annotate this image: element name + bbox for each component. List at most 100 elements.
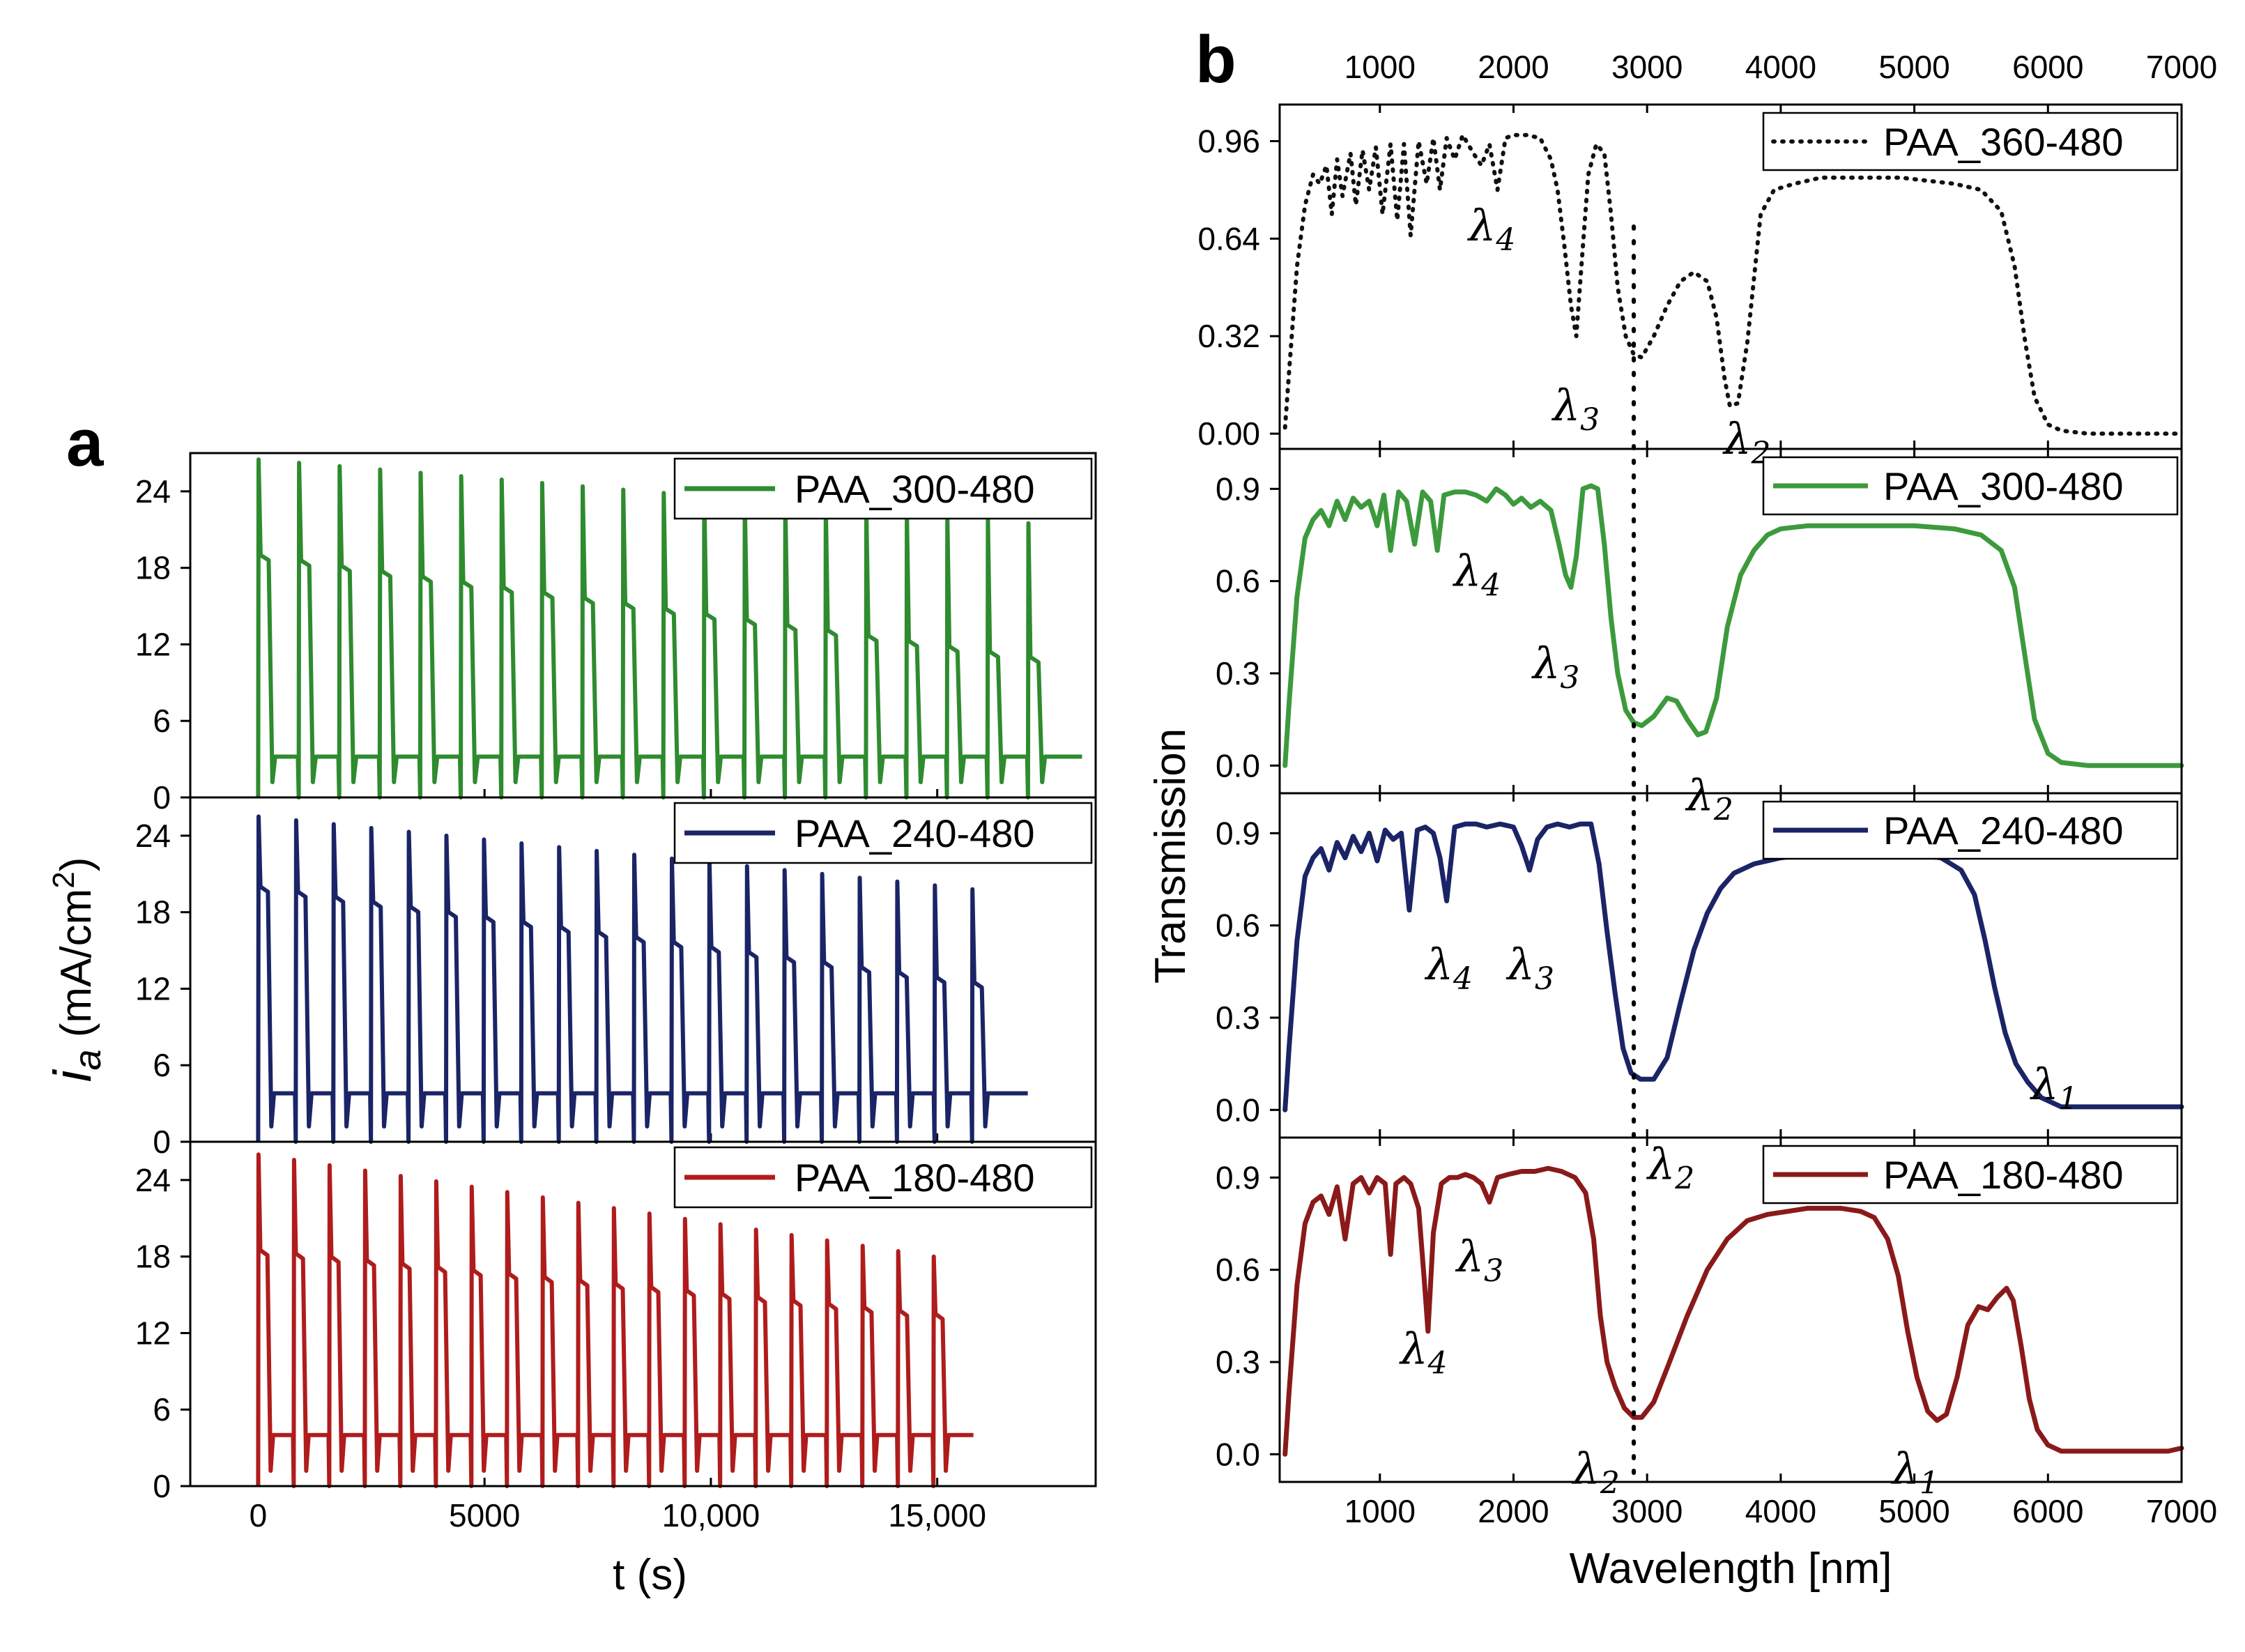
y-tick-label: 0.3 [1216,1344,1260,1380]
y-tick-label: 0 [153,1124,171,1160]
lambda-symbol: λ [1424,939,1453,990]
lambda-symbol: λ [1398,1323,1427,1374]
x-tick-label: 0 [250,1497,268,1534]
lambda-symbol: λ [1685,770,1714,820]
y-axis-title: ia (mA/cm2) [43,857,109,1083]
legend-label: PAA_300-480 [795,467,1035,511]
subplot-a-1: 0 6 12 18 24 PAA_300-480 [135,452,1097,816]
x-axis-title: t (s) [613,1551,687,1599]
y-tick-label: 6 [153,703,171,739]
legend-box [1762,112,2179,171]
x-tick-label: 2000 [1478,1493,1549,1529]
lambda-symbol: λ [1646,1139,1675,1190]
y-tick-label: 0.9 [1216,471,1260,507]
lambda-symbol: λ [1452,545,1481,596]
lambda-symbol: λ [1466,200,1496,251]
subplot-a-2: 0 6 12 18 24 PAA_240-480 [135,796,1097,1160]
legend-label: PAA_240-480 [1883,809,2124,852]
y-tick-label: 0.3 [1216,655,1260,691]
series-line [256,814,1028,1144]
y-tick-label: 0.0 [1216,1092,1260,1128]
y-axis-superscript: 2 [47,871,81,888]
lambda-symbol: λ [1571,1443,1600,1494]
x-tick-label-top: 1000 [1344,49,1416,85]
y-tick-label: 12 [135,1315,171,1351]
lambda-subscript: 4 [1495,222,1515,258]
x-tick-label: 6000 [2012,1493,2083,1529]
y-axis-title: Transmission [1147,728,1195,984]
annotation-lambda-2: λ2 [1571,1443,1620,1501]
x-tick-label: 1000 [1344,1493,1416,1529]
x-tick-label-top: 7000 [2146,49,2217,85]
annotation-lambda-1: λ1 [2029,1059,2078,1117]
annotation-lambda-2: λ2 [1685,770,1733,827]
annotation-lambda-3: λ3 [1455,1231,1503,1289]
lambda-symbol: λ [1455,1231,1484,1282]
lambda-subscript: 1 [2058,1081,2078,1117]
legend-label: PAA_300-480 [1883,464,2124,508]
x-tick-label-top: 3000 [1611,49,1683,85]
x-tick-label-top: 2000 [1478,49,1549,85]
y-tick-label: 0.64 [1197,220,1260,257]
lambda-subscript: 2 [1713,792,1733,827]
annotation-lambda-3: λ3 [1531,638,1579,696]
x-tick-label-top: 4000 [1745,49,1816,85]
panel-label-a: a [66,406,104,480]
y-tick-label: 0.6 [1216,1252,1260,1288]
lambda-symbol: λ [1890,1443,1920,1494]
y-tick-label: 0.96 [1197,123,1260,159]
lambda-subscript: 2 [1674,1161,1694,1197]
y-tick-label: 0.0 [1216,1436,1260,1472]
lambda-subscript: 4 [1427,1345,1448,1381]
legend-label: PAA_360-480 [1883,120,2124,164]
annotation-lambda-1: λ1 [1890,1443,1939,1501]
x-tick-label: 5000 [1878,1493,1949,1529]
lambda-symbol: λ [1551,380,1580,431]
annotation-lambda-3: λ3 [1551,380,1600,438]
lambda-subscript: 2 [1600,1465,1620,1501]
lambda-subscript: 3 [1560,660,1579,696]
y-tick-label: 24 [135,818,171,854]
series-line [1282,483,2184,768]
y-tick-label: 12 [135,970,171,1007]
y-axis-close: ) [52,857,100,872]
annotation-lambda-3: λ3 [1505,939,1554,997]
annotation-lambda-4: λ4 [1466,200,1515,258]
y-tick-label: 0.9 [1216,815,1260,851]
plot-frame [189,1140,1097,1487]
lambda-subscript: 3 [1484,1253,1503,1289]
annotation-lambda-4: λ4 [1452,545,1501,603]
y-tick-label: 0.3 [1216,1000,1260,1036]
y-tick-label: 0 [153,1468,171,1504]
annotation-lambda-4: λ4 [1398,1323,1447,1381]
y-tick-label: 24 [135,473,171,510]
panel-label-b: b [1195,22,1236,97]
x-tick-label: 7000 [2146,1493,2217,1529]
y-tick-label: 6 [153,1047,171,1083]
x-tick-label: 3000 [1611,1493,1683,1529]
legend-label: PAA_180-480 [1883,1153,2124,1197]
x-axis-title: Wavelength [nm] [1570,1545,1892,1593]
x-tick-label: 10,000 [662,1497,760,1534]
lambda-symbol: λ [1531,638,1560,689]
lambda-subscript: 4 [1480,567,1501,603]
lambda-subscript: 3 [1580,402,1600,438]
y-axis-subscript: a [67,1049,109,1070]
lambda-subscript: 4 [1453,961,1473,997]
lambda-symbol: λ [1505,939,1535,990]
y-tick-label: 0.6 [1216,563,1260,599]
x-tick-label-top: 6000 [2012,49,2083,85]
y-tick-label: 24 [135,1162,171,1198]
legend-box [673,457,1093,520]
subplot-a-3: 0 6 12 18 24 PAA_180-480 [135,1140,1097,1504]
y-tick-label: 0.00 [1197,415,1260,452]
legend-label: PAA_180-480 [795,1156,1035,1200]
y-tick-label: 0.6 [1216,908,1260,944]
x-tick-label: 5000 [449,1497,520,1534]
